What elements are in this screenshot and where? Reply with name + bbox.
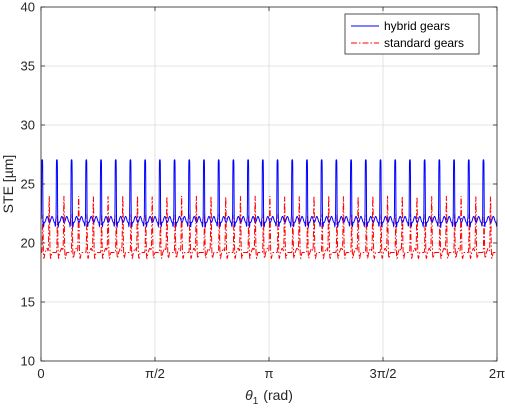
series-line-standard-gears (41, 195, 497, 260)
x-tick-label: π/2 (145, 366, 165, 381)
x-tick-label: 2π (489, 366, 505, 381)
y-tick-label: 15 (21, 295, 35, 310)
x-tick-label: π (265, 366, 274, 381)
x-tick-label: 3π/2 (369, 366, 396, 381)
tick-labels: 0 π/2 π 3π/2 2π 10 15 20 25 30 35 40 (21, 0, 505, 381)
legend: hybrid gears standard gears (344, 13, 480, 55)
y-tick-label: 30 (21, 118, 35, 133)
series-layer (40, 159, 498, 260)
legend-label-hybrid-gears: hybrid gears (384, 19, 450, 33)
y-tick-label: 10 (21, 354, 35, 369)
legend-label-standard-gears: standard gears (384, 36, 464, 50)
y-tick-label: 35 (21, 59, 35, 74)
x-axis-label-subscript: 1 (253, 396, 259, 407)
y-tick-label: 40 (21, 0, 35, 15)
x-axis-label: θ1 (rad) (245, 387, 293, 407)
tick-marks (40, 6, 498, 362)
series-line-hybrid-gears (40, 159, 498, 229)
x-tick-label: 0 (37, 366, 44, 381)
y-tick-label: 25 (21, 177, 35, 192)
x-axis-label-unit: (rad) (263, 387, 293, 403)
y-tick-label: 20 (21, 236, 35, 251)
y-axis-label: STE [µm] (0, 155, 16, 214)
legend-box (344, 13, 480, 55)
x-axis-label-symbol: θ (245, 387, 253, 403)
